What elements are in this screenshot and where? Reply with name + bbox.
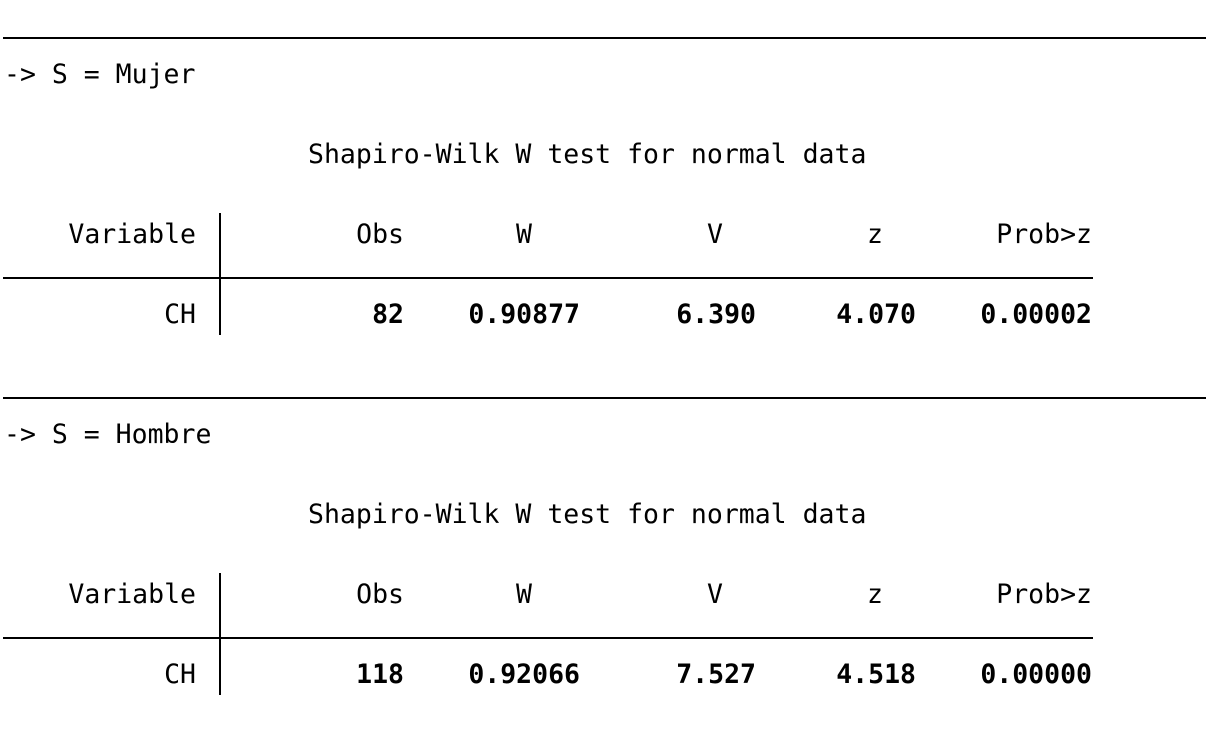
cell-w: 0.92066 (468, 659, 580, 690)
header-variable: Variable (68, 219, 196, 250)
cell-v: 6.390 (676, 299, 756, 330)
cell-obs: 118 (356, 659, 404, 690)
header-obs: Obs (356, 219, 404, 250)
column-divider (219, 213, 221, 335)
header-v: V (707, 579, 723, 610)
test-title: Shapiro-Wilk W test for normal data (308, 139, 867, 170)
cell-variable: CH (164, 299, 196, 330)
header-w: W (516, 579, 532, 610)
section-separator (3, 397, 1206, 399)
header-prob: Prob>z (996, 579, 1092, 610)
header-z: z (867, 219, 883, 250)
header-w: W (516, 219, 532, 250)
column-divider (219, 573, 221, 695)
cell-obs: 82 (372, 299, 404, 330)
cell-variable: CH (164, 659, 196, 690)
header-rule (3, 637, 1093, 639)
group-label: -> S = Mujer (4, 59, 196, 90)
cell-w: 0.90877 (468, 299, 580, 330)
header-variable: Variable (68, 579, 196, 610)
cell-z: 4.070 (836, 299, 916, 330)
section-separator (3, 37, 1206, 39)
test-title: Shapiro-Wilk W test for normal data (308, 499, 867, 530)
header-obs: Obs (356, 579, 404, 610)
header-rule (3, 277, 1093, 279)
cell-prob: 0.00000 (980, 659, 1092, 690)
header-z: z (867, 579, 883, 610)
header-v: V (707, 219, 723, 250)
cell-z: 4.518 (836, 659, 916, 690)
cell-prob: 0.00002 (980, 299, 1092, 330)
group-label: -> S = Hombre (4, 419, 212, 450)
header-prob: Prob>z (996, 219, 1092, 250)
cell-v: 7.527 (676, 659, 756, 690)
